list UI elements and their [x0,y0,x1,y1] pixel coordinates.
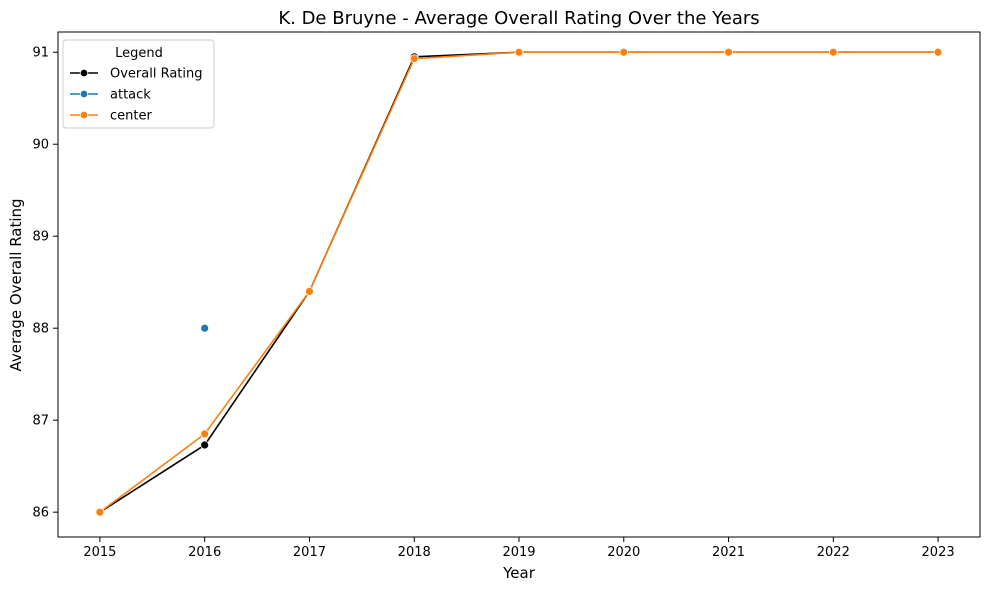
data-point-attack [200,323,210,333]
x-tick-label: 2016 [188,545,221,560]
y-tick-label: 87 [32,414,49,429]
legend-title: Legend [115,46,163,61]
data-point-center [619,47,629,57]
data-point-center [933,47,943,57]
legend-label: center [110,109,152,124]
legend-item-overall-rating: Overall Rating [70,67,203,82]
x-tick-label: 2022 [817,545,850,560]
legend-swatch-marker [79,110,89,120]
x-tick-label: 2015 [83,545,116,560]
x-tick-label: 2020 [607,545,640,560]
series-center [95,47,943,517]
x-axis-label: Year [502,564,536,582]
legend-label: Overall Rating [110,67,203,82]
legend-item-attack: attack [70,88,151,103]
legend-item-center: center [70,109,152,124]
x-tick-label: 2021 [712,545,745,560]
legend-swatch-marker [79,89,89,99]
data-point-center [95,507,105,517]
y-tick-label: 88 [32,322,49,337]
data-point-center [514,47,524,57]
data-point-center [828,47,838,57]
y-tick-label: 91 [32,46,49,61]
y-tick-label: 89 [32,230,49,245]
y-tick-label: 86 [32,506,49,521]
y-axis: 86 87 88 89 90 91 [32,46,58,521]
data-point-center [409,54,419,64]
data-point-center [200,429,210,439]
x-tick-label: 2019 [502,545,535,560]
legend-swatch-marker [79,68,89,78]
series-layer [95,47,943,517]
x-axis: 2015 2016 2017 2018 2019 2020 2021 2022 2023 [83,537,955,560]
x-tick-label: 2017 [293,545,326,560]
legend: Legend Overall Rating attack center [62,39,215,129]
series-attack [200,323,210,333]
legend-label: attack [110,88,151,103]
data-point-center [724,47,733,57]
chart-title: K. De Bruyne - Average Overall Rating Ov… [278,8,759,29]
data-point-center [305,286,314,296]
x-tick-label: 2023 [922,545,955,560]
data-point-overall-rating [200,440,210,450]
x-tick-label: 2018 [398,545,431,560]
y-axis-label: Average Overall Rating [7,198,25,371]
y-tick-label: 90 [32,138,49,153]
legend-box [62,39,215,129]
